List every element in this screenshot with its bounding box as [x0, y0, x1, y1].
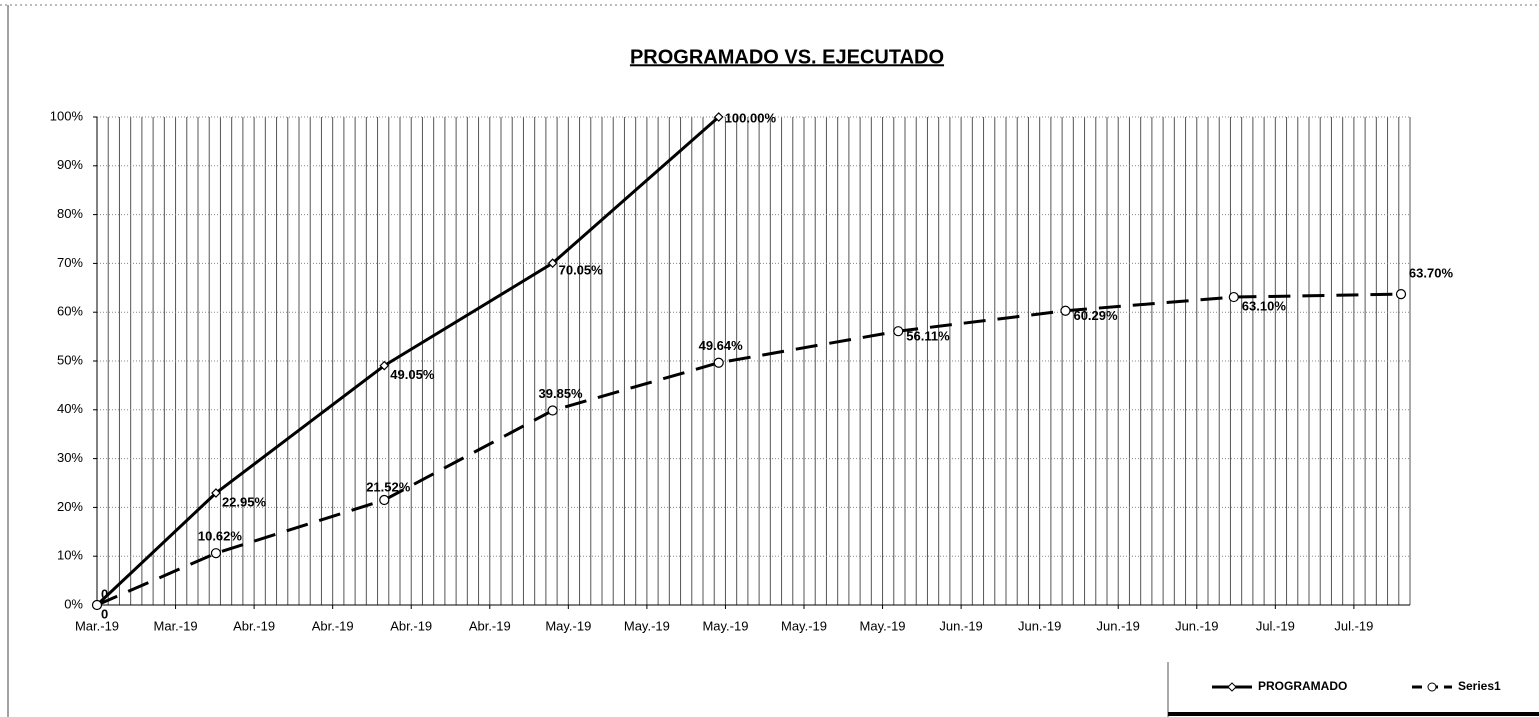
- x-tick-label: May.-19: [545, 618, 591, 633]
- y-tick-label: 0%: [64, 596, 83, 611]
- x-tick-label: May.-19: [702, 618, 748, 633]
- x-tick-label: May.-19: [860, 618, 906, 633]
- x-tick-label: Jun.-19: [1018, 618, 1061, 633]
- data-label: 39.85%: [539, 386, 584, 401]
- point: [1060, 305, 1071, 316]
- x-tick-label: Jun.-19: [1175, 618, 1218, 633]
- y-tick-label: 80%: [57, 206, 83, 221]
- point: [893, 326, 904, 337]
- x-tick-label: Abr.-19: [312, 618, 354, 633]
- x-tick-label: Jun.-19: [939, 618, 982, 633]
- x-tick-label: Mar.-19: [75, 618, 119, 633]
- point: [713, 357, 724, 368]
- y-tick-label: 20%: [57, 499, 83, 514]
- data-label: 22.95%: [222, 494, 267, 509]
- x-tick-label: May.-19: [624, 618, 670, 633]
- point: [713, 112, 724, 122]
- x-tick-label: May.-19: [781, 618, 827, 633]
- y-tick-label: 50%: [57, 352, 83, 367]
- data-label: 10.62%: [198, 529, 243, 544]
- point: [211, 488, 221, 498]
- y-tick-label: 10%: [57, 548, 83, 563]
- y-tick-label: 70%: [57, 255, 83, 270]
- y-tick-label: 30%: [57, 450, 83, 465]
- data-label: 63.70%: [1409, 266, 1454, 281]
- point: [91, 599, 103, 611]
- x-tick-label: Jul.-19: [1256, 618, 1295, 633]
- point: [1228, 291, 1239, 303]
- legend-label: Series1: [1458, 679, 1501, 693]
- data-label: 63.10%: [1242, 299, 1287, 314]
- y-tick-label: 60%: [57, 304, 83, 319]
- x-tick-label: Abr.-19: [469, 618, 511, 633]
- legend: PROGRAMADO Series1: [1167, 662, 1539, 717]
- point: [379, 494, 390, 506]
- x-tick-label: Mar.-19: [154, 618, 198, 633]
- point: [547, 258, 558, 269]
- data-label: 70.05%: [559, 263, 604, 278]
- data-label: 49.05%: [390, 367, 435, 382]
- x-tick-label: Jul.-19: [1334, 618, 1373, 633]
- legend-label: PROGRAMADO: [1258, 679, 1347, 693]
- data-label: 60.29%: [1073, 308, 1118, 323]
- point: [379, 360, 390, 371]
- legend-marker: [1227, 682, 1237, 692]
- data-label: 21.52%: [366, 479, 411, 494]
- y-tick-label: 40%: [57, 401, 83, 416]
- chart-title: PROGRAMADO VS. EJECUTADO: [630, 46, 944, 68]
- x-tick-label: Abr.-19: [390, 618, 432, 633]
- point: [547, 405, 558, 416]
- data-label: 100.00%: [725, 110, 777, 125]
- point: [210, 548, 222, 559]
- series-line: [96, 292, 1402, 607]
- data-label: 49.64%: [699, 338, 744, 353]
- x-tick-label: Abr.-19: [233, 618, 275, 633]
- y-tick-label: 100%: [50, 108, 84, 123]
- data-label: 0: [101, 586, 108, 601]
- data-label: 56.11%: [906, 329, 950, 344]
- y-tick-label: 90%: [57, 157, 83, 172]
- point: [1395, 289, 1407, 300]
- x-tick-label: Jun.-19: [1097, 618, 1140, 633]
- data-label: 0: [101, 606, 108, 621]
- legend-marker: [1427, 682, 1437, 692]
